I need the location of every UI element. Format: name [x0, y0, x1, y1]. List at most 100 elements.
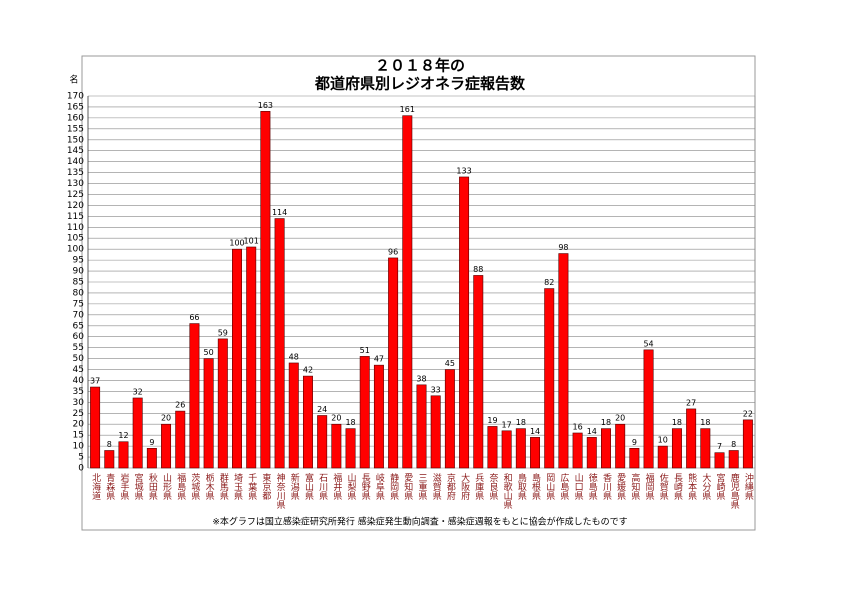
x-tick-label: 和歌山県: [502, 473, 513, 510]
y-tick-label: 100: [67, 245, 84, 255]
x-tick-label: 大分県: [700, 472, 711, 501]
y-tick-label: 130: [67, 179, 84, 189]
x-tick-label: 広島県: [558, 472, 569, 501]
bar: [501, 430, 512, 469]
x-tick-label: 群馬県: [218, 472, 229, 501]
bar: [189, 323, 200, 469]
x-tick-label: 愛知県: [402, 472, 413, 501]
data-label: 42: [303, 366, 313, 375]
bar: [430, 395, 441, 469]
x-tick-label: 香川県: [601, 473, 612, 501]
data-label: 14: [587, 427, 597, 436]
bar: [260, 111, 271, 469]
x-tick-label: 福岡県: [644, 472, 655, 501]
y-tick-label: 10: [73, 442, 85, 452]
x-tick-label: 北海道: [90, 473, 101, 501]
bar: [657, 445, 668, 469]
y-tick-label: 0: [78, 464, 84, 474]
data-label: 59: [218, 328, 228, 337]
bar: [544, 288, 555, 469]
data-label: 51: [360, 346, 370, 355]
footnote: ※本グラフは国立感染症研究所発行 感染症発生動向調査・感染症週報をもとに協会が作…: [212, 516, 627, 528]
data-label: 32: [133, 387, 143, 396]
data-label: 27: [686, 398, 696, 407]
bar: [274, 218, 285, 469]
y-tick-label: 150: [67, 135, 84, 145]
data-label: 16: [573, 422, 583, 431]
bar: [671, 428, 682, 469]
x-tick-label: 山形県: [161, 473, 172, 501]
y-tick-label: 60: [73, 332, 85, 342]
bar: [572, 432, 583, 469]
data-label: 38: [416, 374, 426, 383]
bar: [459, 176, 470, 469]
bar: [317, 415, 328, 469]
bar: [132, 397, 143, 469]
chart-title: ２０１８年の: [375, 57, 465, 75]
y-tick-label: 145: [67, 146, 84, 156]
data-label: 10: [658, 436, 668, 445]
y-tick-label: 15: [73, 431, 84, 441]
bar: [232, 248, 242, 469]
y-tick-label: 50: [73, 354, 85, 364]
data-label: 100: [229, 239, 244, 248]
y-tick-label: 135: [67, 168, 84, 178]
y-tick-label: 75: [73, 299, 84, 309]
y-tick-label: 160: [67, 113, 84, 123]
bar: [558, 253, 569, 469]
data-label: 33: [431, 385, 441, 394]
y-tick-label: 80: [73, 288, 85, 298]
x-tick-label: 愛媛県: [615, 472, 626, 501]
bar: [146, 448, 157, 469]
bar: [288, 362, 299, 469]
data-label: 19: [487, 416, 497, 425]
data-label: 45: [445, 359, 455, 368]
data-label: 20: [615, 414, 625, 423]
bar: [118, 441, 129, 469]
y-tick-label: 5: [78, 453, 84, 463]
x-tick-label: 千葉県: [246, 473, 257, 501]
data-label: 50: [204, 348, 214, 357]
x-tick-label: 埼玉県: [232, 472, 243, 501]
data-label: 133: [456, 166, 471, 175]
bar: [444, 369, 455, 469]
x-tick-label: 青森県: [104, 472, 115, 501]
bar: [217, 338, 228, 469]
x-tick-label: 京都府: [445, 472, 456, 501]
data-label: 24: [317, 405, 327, 414]
y-tick-label: 65: [73, 321, 84, 331]
x-tick-label: 秋田県: [147, 472, 158, 501]
y-axis-label: 名: [69, 74, 78, 86]
x-tick-label: 宮崎県: [715, 472, 726, 501]
data-label: 37: [90, 377, 100, 386]
data-label: 8: [731, 440, 736, 449]
bar: [90, 386, 101, 469]
y-tick-label: 170: [67, 92, 84, 102]
x-tick-label: 岡山県: [544, 473, 555, 501]
x-tick-label: 石川県: [317, 473, 328, 501]
data-label: 18: [672, 418, 682, 427]
data-label: 22: [743, 409, 753, 418]
y-tick-label: 105: [67, 234, 84, 244]
bar: [686, 408, 697, 469]
data-label: 8: [107, 440, 112, 449]
data-label: 161: [400, 105, 415, 114]
bar: [615, 423, 626, 469]
bar: [629, 448, 640, 469]
x-tick-label: 鹿児島県: [729, 472, 740, 510]
y-tick-label: 45: [73, 365, 84, 375]
bar: [104, 450, 115, 469]
data-label: 20: [161, 414, 171, 423]
bar: [586, 437, 597, 469]
bar: [175, 410, 186, 469]
x-tick-label: 長野県: [360, 473, 371, 501]
y-tick-label: 95: [73, 256, 84, 266]
x-tick-label: 奈良県: [487, 472, 498, 501]
x-tick-label: 熊本県: [686, 472, 697, 501]
bar: [161, 423, 172, 469]
data-label: 20: [331, 414, 341, 423]
x-tick-label: 神奈川県: [275, 472, 286, 510]
data-label: 18: [516, 418, 526, 427]
y-tick-label: 30: [73, 398, 85, 408]
